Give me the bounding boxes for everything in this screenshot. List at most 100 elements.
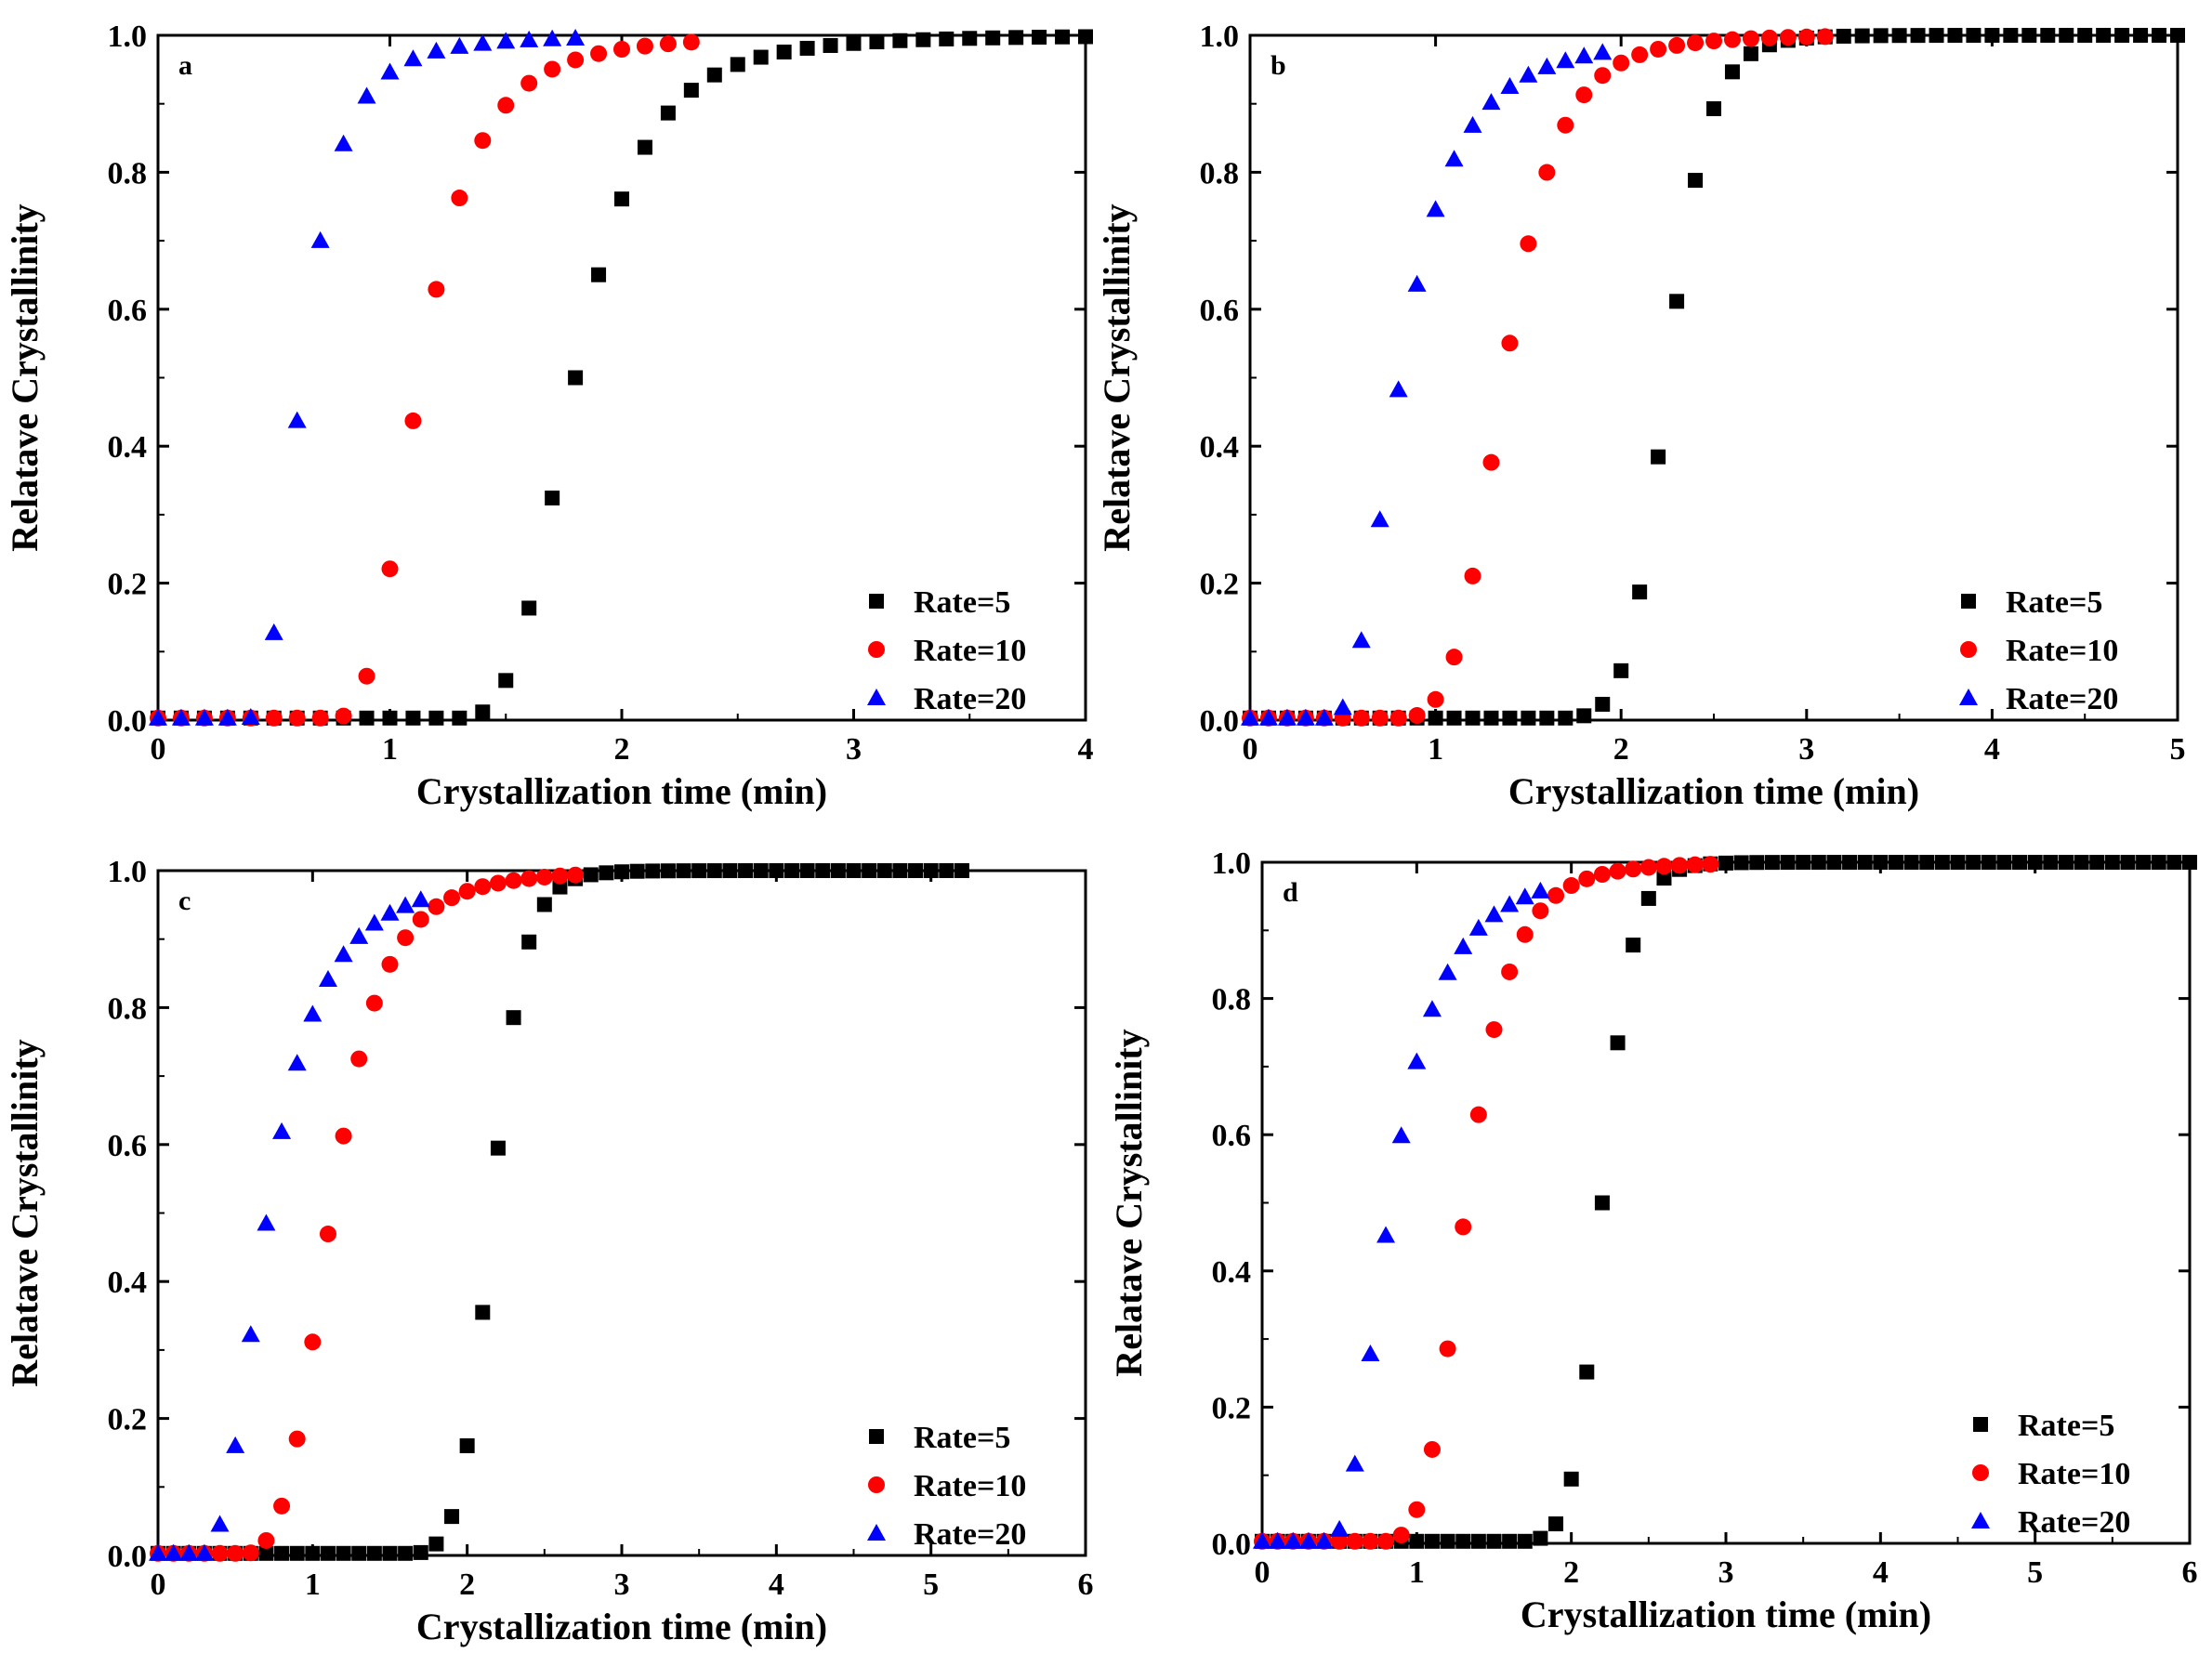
series-circle	[150, 866, 585, 1562]
data-point-triangle	[1463, 115, 1482, 133]
series-square	[151, 863, 969, 1561]
data-point-square	[1579, 1364, 1595, 1380]
data-point-circle	[474, 132, 492, 150]
data-point-square	[1947, 28, 1963, 44]
series-circle	[1242, 28, 1834, 727]
data-point-triangle	[1438, 963, 1457, 980]
data-point-square	[862, 863, 877, 879]
data-point-triangle	[194, 1543, 214, 1561]
data-point-square	[521, 934, 537, 950]
data-point-triangle	[1314, 708, 1334, 726]
data-point-triangle	[1391, 1126, 1411, 1144]
data-point-triangle	[1593, 43, 1613, 60]
legend-marker-triangle	[1971, 1512, 1990, 1528]
data-point-circle	[1538, 164, 1556, 181]
data-point-square	[614, 864, 629, 880]
data-point-circle	[1639, 859, 1657, 876]
data-point-square	[1486, 1533, 1502, 1549]
legend-marker-circle	[1972, 1464, 1989, 1481]
data-point-square	[1919, 855, 1935, 871]
data-point-square	[459, 1437, 475, 1453]
data-point-circle	[428, 281, 445, 298]
data-point-square	[428, 1536, 444, 1552]
y-tick-label: 0.2	[1200, 568, 1240, 602]
data-point-square	[1706, 101, 1721, 117]
data-point-circle	[288, 1430, 306, 1448]
data-point-circle	[304, 1333, 322, 1351]
data-point-square	[915, 32, 931, 47]
data-point-square	[2040, 28, 2056, 44]
data-point-triangle	[1422, 1000, 1442, 1017]
data-point-circle	[1423, 1440, 1441, 1458]
data-point-square	[1796, 855, 1811, 871]
panel-d: 0 1 2 3 4 5 6 0.0 0.2 0.4 0.6 0.8 1.0 Crystallization…	[1108, 846, 2198, 1635]
data-point-square	[691, 863, 707, 879]
data-point-circle	[242, 1544, 259, 1562]
data-point-square	[1409, 1533, 1425, 1549]
data-point-circle	[1331, 1532, 1349, 1550]
x-tick-label: 4	[1984, 732, 2000, 767]
x-axis-title: Crystallization time (min)	[1521, 1594, 1931, 1635]
data-point-circle	[365, 994, 383, 1012]
data-point-square	[1966, 28, 1982, 44]
data-point-square	[490, 1140, 506, 1156]
data-point-circle	[412, 911, 429, 928]
data-point-square	[1078, 29, 1093, 45]
data-point-circle	[567, 866, 585, 884]
panel-letter: b	[1271, 50, 1286, 81]
y-tick-label: 0.4	[1212, 1255, 1252, 1290]
data-point-square	[1502, 1533, 1518, 1549]
data-point-square	[1594, 1195, 1610, 1211]
data-point-triangle	[1519, 65, 1538, 83]
y-axis-title: Relatave Crystallinity	[1096, 203, 1138, 551]
data-point-circle	[1655, 858, 1673, 875]
data-point-triangle	[364, 913, 384, 931]
data-point-circle	[1377, 1532, 1395, 1550]
data-point-square	[815, 863, 831, 879]
data-point-triangle	[164, 1543, 183, 1561]
y-tick-label: 0.4	[108, 1266, 148, 1300]
data-point-circle	[1575, 86, 1593, 104]
data-point-circle	[1578, 870, 1596, 887]
legend-label: Rate=5	[914, 1421, 1010, 1455]
data-point-circle	[1671, 857, 1689, 874]
data-point-square	[1857, 855, 1873, 871]
data-point-circle	[1532, 902, 1549, 920]
data-point-triangle	[1314, 1531, 1334, 1549]
data-point-triangle	[396, 896, 415, 913]
data-point-square	[892, 863, 908, 879]
y-tick-label: 1.0	[108, 20, 148, 54]
data-point-circle	[520, 74, 538, 92]
y-tick-label: 1.0	[108, 855, 148, 889]
x-tick-label: 5	[2170, 732, 2186, 767]
data-point-triangle	[149, 708, 167, 726]
data-point-triangle	[1389, 380, 1408, 398]
data-point-triangle	[380, 62, 400, 80]
data-point-square	[599, 865, 614, 881]
legend-marker-triangle	[867, 1524, 886, 1541]
data-point-square	[1950, 855, 1966, 871]
data-point-circle	[443, 889, 461, 907]
data-point-square	[305, 1545, 321, 1561]
data-point-circle	[1705, 33, 1722, 50]
data-point-triangle	[1537, 57, 1557, 74]
x-tick-label: 2	[1613, 732, 1629, 767]
data-point-square	[2012, 855, 2028, 871]
data-point-triangle	[1515, 887, 1534, 905]
y-axis-title: Relatave Crystallinity	[1108, 1029, 1150, 1376]
data-point-square	[258, 1545, 274, 1561]
data-point-square	[738, 863, 754, 879]
legend-label: Rate=20	[2006, 682, 2118, 716]
data-point-square	[1502, 710, 1518, 726]
data-point-circle	[636, 37, 653, 55]
x-axis-title: Crystallization time (min)	[1508, 770, 1919, 812]
y-tick-label: 0.8	[108, 991, 148, 1026]
data-point-circle	[1760, 29, 1778, 46]
data-point-circle	[1742, 30, 1759, 47]
x-tick-label: 1	[1428, 732, 1443, 767]
data-point-square	[1733, 855, 1749, 871]
y-tick-label: 0.0	[1212, 1528, 1252, 1562]
data-point-square	[1595, 696, 1611, 712]
data-point-triangle	[496, 32, 516, 49]
data-point-square	[2027, 855, 2043, 871]
